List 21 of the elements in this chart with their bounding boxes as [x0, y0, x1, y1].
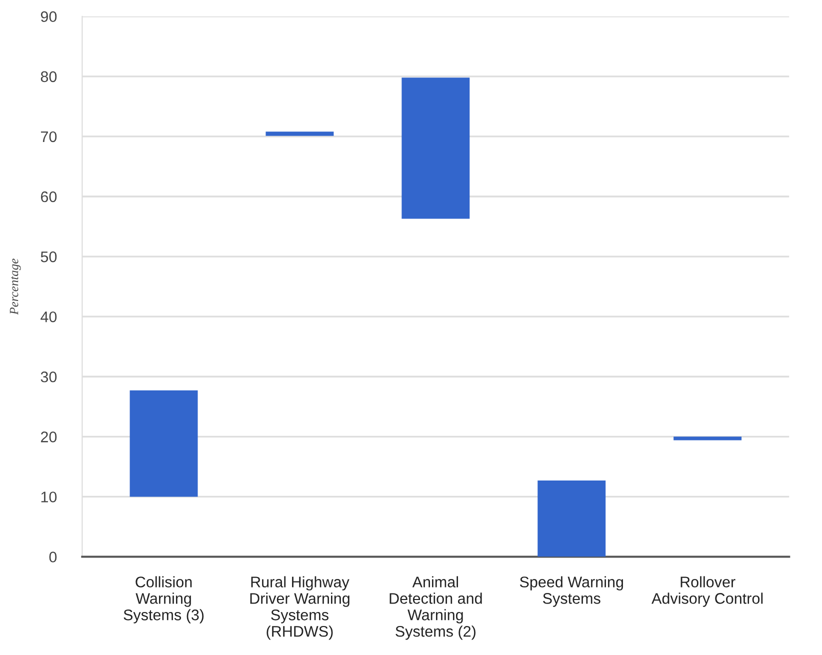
y-axis-title: Percentage [10, 258, 21, 315]
x-tick-label: Animal Detection and Warning Systems (2) [390, 576, 482, 640]
bar [130, 390, 198, 497]
y-tick-label: 0 [49, 552, 57, 562]
y-tick-label: 60 [40, 191, 57, 202]
y-tick-label: 30 [40, 371, 57, 382]
bar [538, 480, 606, 557]
y-tick-label: 90 [40, 11, 57, 22]
bar [674, 436, 742, 440]
y-tick-label: 10 [41, 492, 57, 502]
bar [402, 78, 470, 219]
y-tick-label: 40 [40, 311, 57, 322]
x-tick-label: Speed Warning Systems [520, 576, 623, 607]
y-tick-label: 20 [40, 432, 57, 442]
y-tick-label: 50 [40, 251, 57, 262]
x-tick-label: Rollover Advisory Control [652, 576, 763, 607]
y-tick-label: 70 [40, 131, 57, 142]
y-tick-label: 80 [40, 71, 57, 82]
bar [266, 132, 334, 136]
x-tick-label: Collision Warning Systems (3) [124, 576, 204, 624]
x-tick-label: Rural Highway Driver Warning Systems (RHDWS) [250, 576, 350, 640]
